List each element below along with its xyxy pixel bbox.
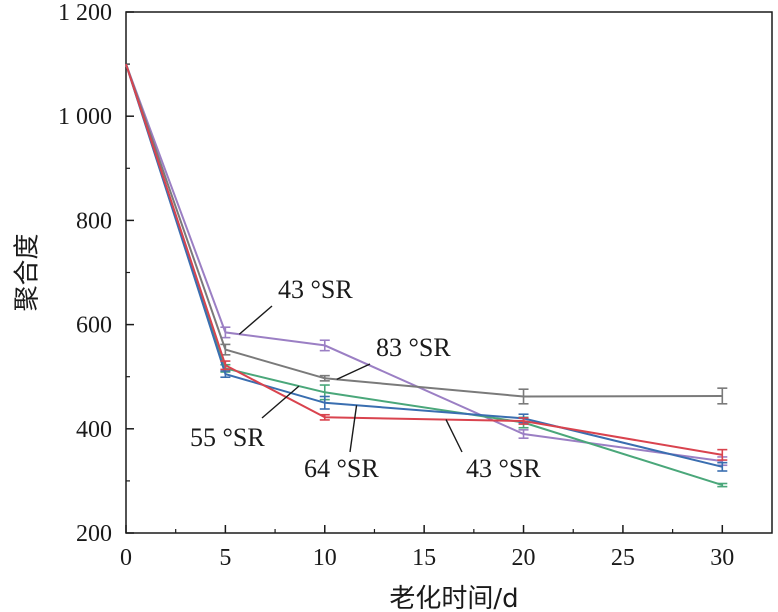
series-line xyxy=(125,63,723,487)
error-bar xyxy=(220,360,231,371)
x-axis-title: 老化时间/d xyxy=(389,584,518,612)
annotation-leader xyxy=(261,385,300,419)
series-2 xyxy=(125,63,728,405)
y-tick-label: 600 xyxy=(76,313,112,339)
annotation-leader xyxy=(336,363,371,380)
error-bar xyxy=(319,374,330,382)
y-tick-label: 400 xyxy=(76,417,112,443)
annotation-label: 83 °SR xyxy=(376,333,451,362)
tick-labels: 0 5 10 15 20 25 30 200 400 600 800 1 000 1 200 xyxy=(58,0,734,571)
x-tick-label: 25 xyxy=(611,545,635,571)
annotation-1: 43 °SR xyxy=(238,275,353,335)
error-bar xyxy=(717,482,728,488)
x-tick-label: 20 xyxy=(512,545,536,571)
error-bar xyxy=(220,370,231,379)
error-bar xyxy=(518,429,529,439)
series-line xyxy=(125,63,723,463)
annotation-layer: 43 °SR 83 °SR 55 °SR 64 °SR 43 °SR xyxy=(190,275,541,483)
x-tick-label: 15 xyxy=(412,545,436,571)
annotation-leader xyxy=(445,419,463,453)
y-axis-title: 聚合度 xyxy=(13,233,43,311)
annotation-label: 43 °SR xyxy=(466,454,541,483)
annotation-3: 55 °SR xyxy=(190,385,300,452)
error-bar xyxy=(717,448,728,461)
error-bar xyxy=(319,339,330,352)
annotation-2: 83 °SR xyxy=(336,333,451,380)
x-tick-label: 0 xyxy=(120,545,132,571)
x-tick-label: 10 xyxy=(313,545,337,571)
y-tick-label: 800 xyxy=(76,208,112,234)
annotation-4: 64 °SR xyxy=(304,405,379,483)
error-bar xyxy=(319,413,330,421)
error-bar xyxy=(518,388,529,405)
x-tick-label: 30 xyxy=(710,545,734,571)
annotation-label: 64 °SR xyxy=(304,454,379,483)
x-tick-label: 5 xyxy=(219,545,231,571)
y-tick-label: 1 000 xyxy=(58,104,112,130)
y-tick-label: 1 200 xyxy=(58,0,112,26)
annotation-label: 43 °SR xyxy=(278,275,353,304)
series-4 xyxy=(125,63,728,472)
error-bar xyxy=(319,395,330,410)
annotation-label: 55 °SR xyxy=(190,423,265,452)
error-bar xyxy=(717,387,728,405)
series-5 xyxy=(125,63,728,461)
annotation-leader xyxy=(349,405,358,453)
series-1 xyxy=(125,63,728,467)
tick-marks xyxy=(125,11,724,534)
error-bar xyxy=(717,461,728,472)
annotation-leader xyxy=(238,305,273,335)
annotation-5: 43 °SR xyxy=(445,419,541,483)
y-tick-label: 200 xyxy=(76,521,112,547)
error-bar xyxy=(518,417,529,425)
series-layer xyxy=(125,63,728,488)
